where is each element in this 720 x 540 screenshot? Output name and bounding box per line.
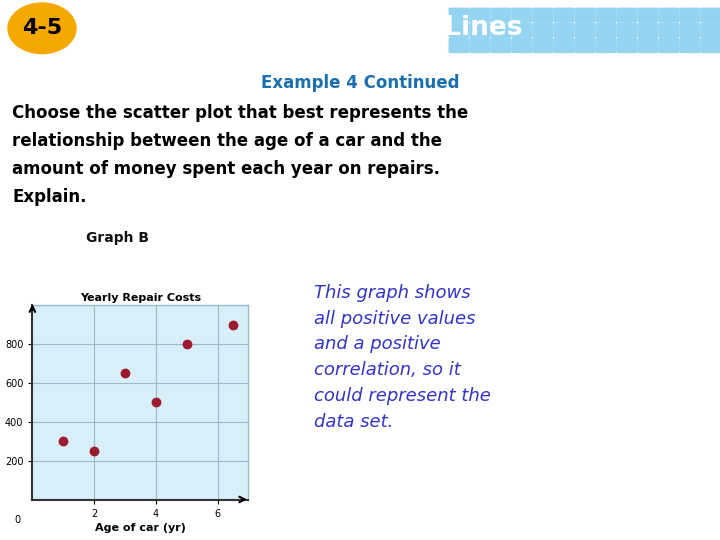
Text: Copyright © Holt McDougal. All Rights Reserved.: Copyright © Holt McDougal. All Rights Re… bbox=[500, 521, 706, 530]
FancyBboxPatch shape bbox=[449, 38, 469, 53]
FancyBboxPatch shape bbox=[595, 8, 616, 23]
FancyBboxPatch shape bbox=[659, 38, 680, 53]
Ellipse shape bbox=[8, 3, 76, 53]
FancyBboxPatch shape bbox=[511, 23, 533, 38]
Text: Explain.: Explain. bbox=[12, 187, 86, 206]
FancyBboxPatch shape bbox=[533, 38, 554, 53]
X-axis label: Age of car (yr): Age of car (yr) bbox=[95, 523, 186, 532]
FancyBboxPatch shape bbox=[511, 38, 533, 53]
FancyBboxPatch shape bbox=[449, 8, 469, 23]
FancyBboxPatch shape bbox=[554, 23, 575, 38]
Point bbox=[89, 447, 100, 455]
FancyBboxPatch shape bbox=[701, 23, 720, 38]
FancyBboxPatch shape bbox=[469, 8, 490, 23]
FancyBboxPatch shape bbox=[637, 8, 659, 23]
Text: 0: 0 bbox=[14, 515, 20, 525]
Point bbox=[58, 437, 69, 445]
FancyBboxPatch shape bbox=[616, 23, 637, 38]
Point bbox=[181, 340, 192, 348]
Text: Example 4 Continued: Example 4 Continued bbox=[261, 73, 459, 92]
FancyBboxPatch shape bbox=[637, 23, 659, 38]
FancyBboxPatch shape bbox=[680, 38, 701, 53]
FancyBboxPatch shape bbox=[511, 8, 533, 23]
Title: Yearly Repair Costs: Yearly Repair Costs bbox=[80, 293, 201, 303]
FancyBboxPatch shape bbox=[449, 23, 469, 38]
Text: Graph B: Graph B bbox=[86, 231, 150, 245]
Point bbox=[228, 320, 239, 329]
FancyBboxPatch shape bbox=[490, 23, 511, 38]
FancyBboxPatch shape bbox=[469, 38, 490, 53]
Text: Scatter Plots and Trend Lines: Scatter Plots and Trend Lines bbox=[85, 15, 523, 42]
Text: 4-5: 4-5 bbox=[22, 18, 62, 38]
FancyBboxPatch shape bbox=[659, 8, 680, 23]
FancyBboxPatch shape bbox=[701, 38, 720, 53]
Point bbox=[120, 369, 131, 377]
FancyBboxPatch shape bbox=[554, 8, 575, 23]
FancyBboxPatch shape bbox=[680, 8, 701, 23]
FancyBboxPatch shape bbox=[595, 23, 616, 38]
Text: relationship between the age of a car and the: relationship between the age of a car an… bbox=[12, 132, 442, 150]
Text: Choose the scatter plot that best represents the: Choose the scatter plot that best repres… bbox=[12, 104, 468, 122]
FancyBboxPatch shape bbox=[533, 23, 554, 38]
FancyBboxPatch shape bbox=[616, 8, 637, 23]
Text: amount of money spent each year on repairs.: amount of money spent each year on repai… bbox=[12, 160, 440, 178]
FancyBboxPatch shape bbox=[595, 38, 616, 53]
FancyBboxPatch shape bbox=[659, 23, 680, 38]
FancyBboxPatch shape bbox=[490, 8, 511, 23]
FancyBboxPatch shape bbox=[533, 8, 554, 23]
FancyBboxPatch shape bbox=[575, 23, 595, 38]
FancyBboxPatch shape bbox=[575, 38, 595, 53]
Text: This graph shows
all positive values
and a positive
correlation, so it
could rep: This graph shows all positive values and… bbox=[315, 284, 491, 430]
FancyBboxPatch shape bbox=[575, 8, 595, 23]
FancyBboxPatch shape bbox=[701, 8, 720, 23]
Point bbox=[150, 398, 161, 407]
FancyBboxPatch shape bbox=[637, 38, 659, 53]
Text: Holt Mc.Dougal Algebra 1: Holt Mc.Dougal Algebra 1 bbox=[11, 518, 190, 532]
FancyBboxPatch shape bbox=[469, 23, 490, 38]
FancyBboxPatch shape bbox=[680, 23, 701, 38]
FancyBboxPatch shape bbox=[490, 38, 511, 53]
FancyBboxPatch shape bbox=[554, 38, 575, 53]
FancyBboxPatch shape bbox=[616, 38, 637, 53]
